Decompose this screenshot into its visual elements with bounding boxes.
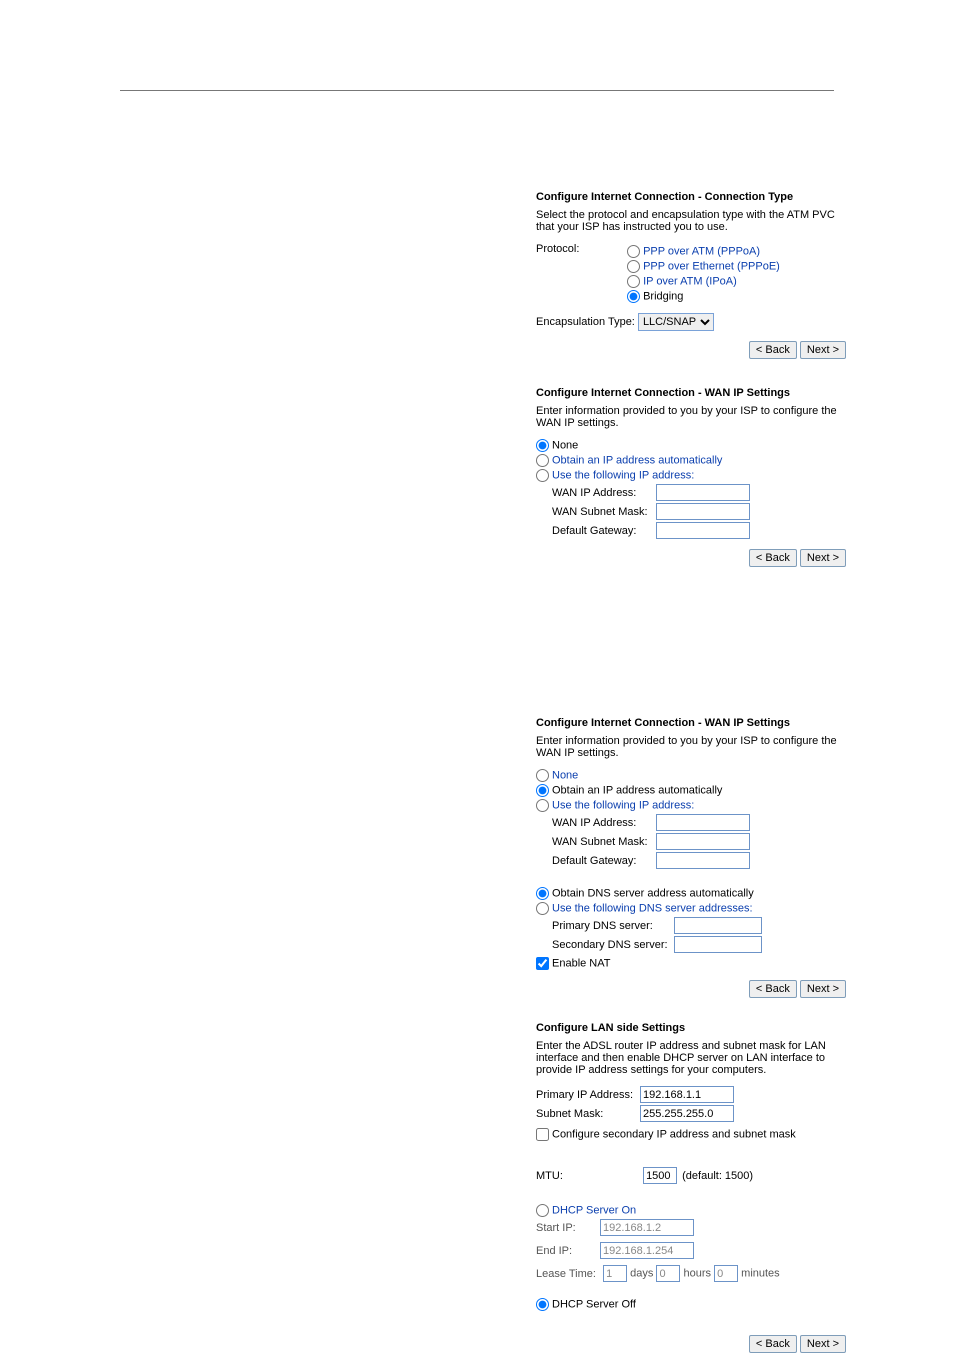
wan-ip-input-3[interactable] <box>656 814 750 831</box>
sec2-desc: Enter information provided to you by you… <box>536 405 846 429</box>
end-ip-label: End IP: <box>536 1245 600 1257</box>
mask-label: Subnet Mask: <box>536 1108 640 1120</box>
sec1-title: Configure Internet Connection - Connecti… <box>536 191 846 203</box>
back-button[interactable]: < Back <box>749 1335 797 1353</box>
opt-bridging: Bridging <box>643 290 683 302</box>
opt-dns-auto: Obtain DNS server address automatically <box>552 887 754 899</box>
lease-hours-input <box>656 1265 680 1282</box>
wan-ip-label-3: WAN IP Address: <box>552 817 656 829</box>
back-button[interactable]: < Back <box>749 980 797 998</box>
opt-none-2: None <box>552 439 578 451</box>
back-button[interactable]: < Back <box>749 549 797 567</box>
radio-bridging[interactable] <box>627 290 640 303</box>
header-divider <box>120 90 834 91</box>
days-label: days <box>630 1268 653 1280</box>
sec-dns-label: Secondary DNS server: <box>552 939 674 951</box>
hours-label: hours <box>684 1268 712 1280</box>
end-ip-input <box>600 1242 694 1259</box>
checkbox-secondary-ip[interactable] <box>536 1128 549 1141</box>
radio-pppoa[interactable] <box>627 245 640 258</box>
gw-input-3[interactable] <box>656 852 750 869</box>
wan-mask-input-2[interactable] <box>656 503 750 520</box>
opt-pppoa: PPP over ATM (PPPoA) <box>643 245 760 257</box>
wan-mask-label-2: WAN Subnet Mask: <box>552 506 656 518</box>
prim-ip-label: Primary IP Address: <box>536 1089 640 1101</box>
opt-auto-2: Obtain an IP address automatically <box>552 454 722 466</box>
protocol-label: Protocol: <box>536 243 624 255</box>
encaps-label: Encapsulation Type: <box>536 316 635 328</box>
radio-none-3[interactable] <box>536 769 549 782</box>
wan-mask-input-3[interactable] <box>656 833 750 850</box>
next-button[interactable]: Next > <box>800 1335 846 1353</box>
opt-dns-manual: Use the following DNS server addresses: <box>552 902 753 914</box>
gw-label-2: Default Gateway: <box>552 525 656 537</box>
lease-min-input <box>714 1265 738 1282</box>
lease-label: Lease Time: <box>536 1268 600 1280</box>
sec3-desc: Enter information provided to you by you… <box>536 735 846 759</box>
mtu-input[interactable] <box>643 1167 677 1184</box>
lease-days-input <box>603 1265 627 1282</box>
mtu-hint: (default: 1500) <box>682 1170 753 1182</box>
radio-dns-auto[interactable] <box>536 887 549 900</box>
checkbox-nat[interactable] <box>536 957 549 970</box>
wan-ip-label-2: WAN IP Address: <box>552 487 656 499</box>
sec2-title: Configure Internet Connection - WAN IP S… <box>536 387 846 399</box>
radio-manual-2[interactable] <box>536 469 549 482</box>
radio-dhcp-off[interactable] <box>536 1298 549 1311</box>
radio-pppoe[interactable] <box>627 260 640 273</box>
radio-none-2[interactable] <box>536 439 549 452</box>
mask-input[interactable] <box>640 1105 734 1122</box>
min-label: minutes <box>741 1268 780 1280</box>
radio-auto-2[interactable] <box>536 454 549 467</box>
prim-ip-input[interactable] <box>640 1086 734 1103</box>
nat-label: Enable NAT <box>552 957 611 969</box>
opt-manual-3: Use the following IP address: <box>552 799 694 811</box>
sec4-title: Configure LAN side Settings <box>536 1022 846 1034</box>
radio-ipoa[interactable] <box>627 275 640 288</box>
next-button[interactable]: Next > <box>800 549 846 567</box>
start-ip-label: Start IP: <box>536 1222 600 1234</box>
gw-input-2[interactable] <box>656 522 750 539</box>
back-button[interactable]: < Back <box>749 341 797 359</box>
sec4-desc: Enter the ADSL router IP address and sub… <box>536 1040 846 1076</box>
start-ip-input <box>600 1219 694 1236</box>
prim-dns-label: Primary DNS server: <box>552 920 674 932</box>
radio-dhcp-on[interactable] <box>536 1204 549 1217</box>
next-button[interactable]: Next > <box>800 980 846 998</box>
radio-auto-3[interactable] <box>536 784 549 797</box>
encaps-select[interactable]: LLC/SNAP <box>638 313 714 331</box>
opt-manual-2: Use the following IP address: <box>552 469 694 481</box>
sec-dns-input[interactable] <box>674 936 762 953</box>
opt-ipoa: IP over ATM (IPoA) <box>643 275 737 287</box>
sec1-desc: Select the protocol and encapsulation ty… <box>536 209 846 233</box>
dhcp-on-label: DHCP Server On <box>552 1204 636 1216</box>
opt-auto-3: Obtain an IP address automatically <box>552 784 722 796</box>
wan-mask-label-3: WAN Subnet Mask: <box>552 836 656 848</box>
sec3-title: Configure Internet Connection - WAN IP S… <box>536 717 846 729</box>
gw-label-3: Default Gateway: <box>552 855 656 867</box>
radio-manual-3[interactable] <box>536 799 549 812</box>
radio-dns-manual[interactable] <box>536 902 549 915</box>
cfg2-label: Configure secondary IP address and subne… <box>552 1128 796 1140</box>
mtu-label: MTU: <box>536 1170 640 1182</box>
next-button[interactable]: Next > <box>800 341 846 359</box>
opt-pppoe: PPP over Ethernet (PPPoE) <box>643 260 780 272</box>
dhcp-off-label: DHCP Server Off <box>552 1298 636 1310</box>
opt-none-3: None <box>552 769 578 781</box>
wan-ip-input-2[interactable] <box>656 484 750 501</box>
prim-dns-input[interactable] <box>674 917 762 934</box>
